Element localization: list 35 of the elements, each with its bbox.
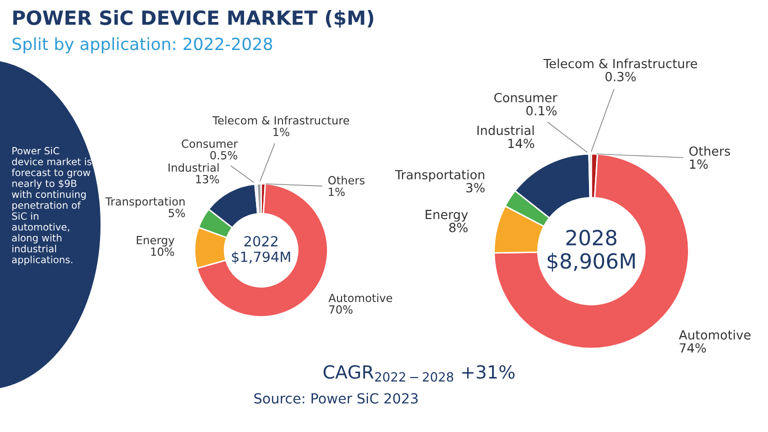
text: Power SiC device market is forecast to grow nearly to $9B with continuing penetration of SiC in automotive, along with industrial applications. bbox=[12, 146, 92, 266]
slice-label: Transportation bbox=[394, 170, 484, 182]
slice-label: Others bbox=[328, 176, 364, 184]
slice-label: Transportation bbox=[105, 197, 185, 208]
data-label: 0.1% bbox=[526, 106, 557, 116]
slice-label: Automotive bbox=[678, 330, 750, 340]
text: CAGR$_{2022−2028}$ +31% bbox=[324, 365, 515, 382]
text: 2022 $1,794M bbox=[232, 236, 290, 264]
data-label: 0.3% bbox=[605, 72, 636, 82]
source-note: Source: Power SiC 2023 bbox=[254, 392, 418, 404]
slice-label: Consumer bbox=[182, 139, 238, 148]
slice-label: Telecom & Infrastructure bbox=[543, 58, 698, 68]
slice-label: Energy bbox=[136, 236, 174, 246]
data-label: 1% bbox=[273, 128, 290, 136]
data-label: 74% bbox=[680, 343, 706, 353]
chart-title: POWER SiC DEVICE MARKET ($M) bbox=[13, 10, 374, 28]
data-label: 0.5% bbox=[210, 151, 238, 160]
slice-label: Industrial bbox=[477, 125, 534, 136]
data-label: 14% bbox=[508, 138, 534, 148]
data-label: 8% bbox=[449, 222, 468, 232]
slice-label: Energy bbox=[426, 210, 468, 222]
slice-label: Others bbox=[689, 146, 730, 156]
text: 2028 $8,906M bbox=[548, 230, 635, 272]
data-label: 3% bbox=[466, 182, 485, 192]
slice-label: Industrial bbox=[168, 163, 219, 172]
data-label: 13% bbox=[196, 174, 220, 184]
data-label: 10% bbox=[151, 248, 174, 256]
data-label: 1% bbox=[328, 188, 345, 196]
data-label: 70% bbox=[329, 305, 352, 314]
slice-label: Telecom & Infrastructure bbox=[212, 116, 350, 125]
data-label: 5% bbox=[168, 208, 185, 218]
slice-label: Consumer bbox=[494, 92, 558, 102]
chart-subtitle: Split by application: 2022-2028 bbox=[12, 37, 272, 54]
data-label: 1% bbox=[690, 159, 708, 169]
slice-label: Automotive bbox=[328, 294, 392, 302]
